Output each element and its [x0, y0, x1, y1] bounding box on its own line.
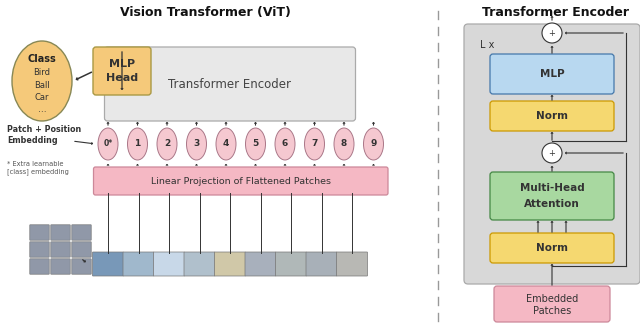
Text: ...: ... — [38, 105, 46, 113]
FancyBboxPatch shape — [30, 225, 49, 240]
Text: Transformer Encoder: Transformer Encoder — [168, 78, 291, 91]
FancyBboxPatch shape — [93, 252, 124, 276]
Text: Car: Car — [35, 93, 49, 101]
FancyBboxPatch shape — [494, 286, 610, 322]
Text: Patches: Patches — [533, 306, 571, 316]
FancyBboxPatch shape — [490, 233, 614, 263]
FancyBboxPatch shape — [184, 252, 215, 276]
Ellipse shape — [216, 128, 236, 160]
FancyBboxPatch shape — [123, 252, 154, 276]
FancyBboxPatch shape — [72, 242, 91, 257]
Ellipse shape — [98, 128, 118, 160]
Circle shape — [542, 143, 562, 163]
FancyBboxPatch shape — [490, 54, 614, 94]
Text: MLP: MLP — [540, 69, 564, 79]
Text: 4: 4 — [223, 140, 229, 149]
Ellipse shape — [127, 128, 147, 160]
FancyBboxPatch shape — [51, 259, 70, 274]
Text: +: + — [548, 149, 556, 157]
Text: 9: 9 — [371, 140, 377, 149]
FancyBboxPatch shape — [464, 24, 640, 284]
Text: Attention: Attention — [524, 199, 580, 209]
FancyBboxPatch shape — [490, 172, 614, 220]
FancyBboxPatch shape — [337, 252, 367, 276]
Text: Head: Head — [106, 73, 138, 83]
Ellipse shape — [275, 128, 295, 160]
Text: 8: 8 — [341, 140, 347, 149]
FancyBboxPatch shape — [51, 242, 70, 257]
Ellipse shape — [12, 41, 72, 121]
Text: Norm: Norm — [536, 111, 568, 121]
Text: 0*: 0* — [104, 140, 113, 149]
Circle shape — [542, 23, 562, 43]
FancyBboxPatch shape — [214, 252, 246, 276]
FancyBboxPatch shape — [30, 242, 49, 257]
Text: Linear Projection of Flattened Patches: Linear Projection of Flattened Patches — [151, 176, 331, 185]
Text: Vision Transformer (ViT): Vision Transformer (ViT) — [120, 6, 291, 19]
Text: 6: 6 — [282, 140, 288, 149]
Text: 1: 1 — [134, 140, 141, 149]
Text: * Extra learnable
[class] embedding: * Extra learnable [class] embedding — [7, 161, 69, 175]
FancyBboxPatch shape — [104, 47, 355, 121]
Text: 3: 3 — [193, 140, 200, 149]
Text: 2: 2 — [164, 140, 170, 149]
Text: Norm: Norm — [536, 243, 568, 253]
Ellipse shape — [186, 128, 207, 160]
Text: L x: L x — [480, 40, 494, 50]
Text: Transformer Encoder: Transformer Encoder — [481, 6, 628, 19]
Text: Patch + Position
Embedding: Patch + Position Embedding — [7, 125, 81, 145]
FancyBboxPatch shape — [93, 47, 151, 95]
Text: 5: 5 — [252, 140, 259, 149]
Ellipse shape — [305, 128, 324, 160]
Text: +: + — [548, 28, 556, 37]
FancyBboxPatch shape — [306, 252, 337, 276]
Text: MLP: MLP — [109, 59, 135, 69]
FancyBboxPatch shape — [51, 225, 70, 240]
FancyBboxPatch shape — [93, 167, 388, 195]
Text: 7: 7 — [311, 140, 317, 149]
Text: Class: Class — [28, 54, 56, 64]
Ellipse shape — [157, 128, 177, 160]
Text: Embedded: Embedded — [526, 294, 578, 304]
FancyBboxPatch shape — [245, 252, 276, 276]
FancyBboxPatch shape — [154, 252, 184, 276]
FancyBboxPatch shape — [275, 252, 307, 276]
FancyBboxPatch shape — [30, 259, 49, 274]
Ellipse shape — [246, 128, 266, 160]
Text: Bird: Bird — [33, 68, 51, 78]
Ellipse shape — [364, 128, 383, 160]
FancyBboxPatch shape — [72, 225, 91, 240]
FancyBboxPatch shape — [490, 101, 614, 131]
Text: Ball: Ball — [34, 81, 50, 90]
Ellipse shape — [334, 128, 354, 160]
FancyBboxPatch shape — [72, 259, 91, 274]
Text: Multi-Head: Multi-Head — [520, 183, 584, 193]
